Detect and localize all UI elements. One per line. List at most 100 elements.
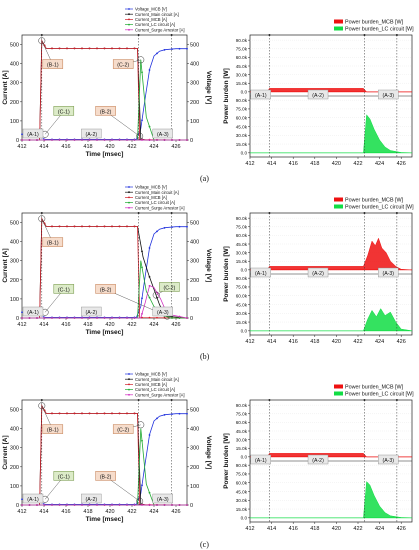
- legend-entry: Power burden_MCB [W]: [345, 198, 404, 204]
- x-tick-label: 420: [332, 339, 341, 345]
- x-tick-label: 416: [61, 144, 70, 150]
- series-marker: [58, 412, 61, 415]
- y2-axis-title: Voltage [V]: [205, 71, 212, 104]
- y-tick-label: 45.0k: [236, 242, 248, 247]
- y-tick-label: 0: [16, 316, 19, 322]
- series-marker: [111, 139, 113, 141]
- series-area: [249, 237, 413, 271]
- series-marker: [43, 317, 46, 319]
- series-marker: [88, 225, 91, 228]
- phase-label: (A-3): [157, 132, 169, 138]
- callout-label: (C-1): [58, 109, 70, 115]
- phase-boundary-dot: [395, 399, 398, 401]
- y-tick-label: 500: [10, 43, 19, 49]
- y2-tick-label: 200: [190, 465, 199, 471]
- y-tick-label: 60.0k: [236, 233, 248, 238]
- x-tick-label: 420: [332, 161, 341, 167]
- y-tick-label: 30.0k: [236, 498, 248, 503]
- y2-tick-label: 400: [190, 240, 199, 246]
- series-marker: [73, 225, 76, 228]
- series-marker: [51, 225, 53, 228]
- callout-box: [42, 424, 64, 434]
- legend-swatch: [334, 204, 343, 209]
- x-tick-label: 422: [353, 526, 362, 532]
- phase-boundary-dot: [395, 34, 398, 36]
- series-marker: [51, 317, 53, 319]
- legend-marker: [128, 23, 130, 26]
- legend-marker: [128, 378, 130, 381]
- y-axis-title: Power burden [W]: [223, 246, 230, 302]
- y-tick-label: 100: [10, 297, 19, 303]
- x-tick-label: 420: [332, 526, 341, 532]
- callout-box: [95, 106, 116, 116]
- y-tick-label: 100: [10, 119, 19, 125]
- phase-boundary-dot: [137, 34, 140, 36]
- legend-swatch: [334, 384, 343, 389]
- caption-a: (a): [200, 174, 209, 183]
- y2-tick-label: 100: [190, 297, 199, 303]
- series-marker: [186, 317, 188, 319]
- legend-entry: Current_Surge Arrestor [A]: [135, 392, 185, 397]
- y2-axis-title: Voltage [V]: [205, 249, 212, 282]
- series-marker: [141, 484, 143, 487]
- phase-boundary-dot: [170, 399, 173, 401]
- y-tick-label: 45.0k: [236, 429, 248, 434]
- x-tick-label: 418: [310, 526, 319, 532]
- series-marker: [163, 139, 166, 141]
- phase-label-box: [307, 89, 329, 100]
- series-marker: [96, 412, 98, 415]
- series-marker: [171, 413, 173, 415]
- phase-label-box: [250, 267, 272, 278]
- x-tick-label: 426: [171, 144, 180, 150]
- y2-tick-label: 100: [190, 119, 199, 125]
- legend-entry: Power burden_MCB [W]: [345, 20, 404, 26]
- power-chart-c-right: 412 414 416 418 420 422 424 426 0.0 15.0k 30.0k 45.…: [223, 384, 414, 532]
- series-area: [249, 308, 413, 332]
- phase-label-box: [378, 89, 399, 100]
- callout-box: [53, 106, 75, 116]
- power-chart-a-right: 412 414 416 418 420 422 424 426 0.0 15.0k 30.0k 45.…: [223, 19, 414, 167]
- x-tick-label: 420: [105, 144, 114, 150]
- y-tick-label: 0.0: [241, 329, 248, 334]
- series-marker: [133, 225, 136, 228]
- y2-tick-label: 500: [190, 43, 199, 49]
- series-marker: [148, 434, 151, 436]
- series-marker: [141, 504, 143, 506]
- legend-entry: Power burden_LC circuit [W]: [345, 392, 414, 398]
- plot-frame: [21, 34, 188, 141]
- x-tick-label: 412: [245, 339, 254, 345]
- legend-marker: [128, 13, 130, 16]
- legend-entry: Current_Main circuit [A]: [135, 377, 179, 382]
- callout-label: (C-2): [117, 428, 129, 434]
- series-marker: [148, 247, 151, 249]
- series-marker: [103, 504, 106, 506]
- y-tick-label: 45.0k: [236, 64, 248, 69]
- series-marker: [171, 139, 173, 141]
- y-tick-label: 30.0k: [236, 437, 248, 442]
- callout-label: (B-1): [47, 241, 59, 247]
- x-axis-title: Time [msec]: [86, 151, 124, 158]
- series-marker: [81, 225, 83, 228]
- series-marker: [163, 48, 166, 51]
- y-tick-label: 45.0k: [236, 489, 248, 494]
- phase-label-box: [81, 128, 102, 139]
- phase-label-box: [307, 454, 329, 465]
- series-marker: [51, 412, 53, 415]
- x-tick-label: 416: [289, 339, 298, 345]
- callout-label: (B-1): [47, 428, 59, 434]
- series-marker: [133, 47, 136, 50]
- series-marker: [171, 48, 173, 50]
- x-axis-title: Time [msec]: [86, 516, 124, 523]
- phase-label-box: [307, 267, 329, 278]
- series-marker: [66, 47, 68, 50]
- y-tick-label: 90.0k: [236, 403, 248, 408]
- series-marker: [156, 139, 158, 141]
- legend-marker: [128, 18, 130, 21]
- y2-tick-label: 100: [190, 484, 199, 490]
- y-tick-label: 15.0k: [236, 81, 248, 86]
- y-tick-label: 400: [10, 240, 19, 246]
- phase-label: (A-1): [255, 271, 267, 277]
- series-marker: [21, 311, 23, 314]
- callout-target-ring: [137, 56, 145, 64]
- x-tick-label: 424: [149, 322, 158, 328]
